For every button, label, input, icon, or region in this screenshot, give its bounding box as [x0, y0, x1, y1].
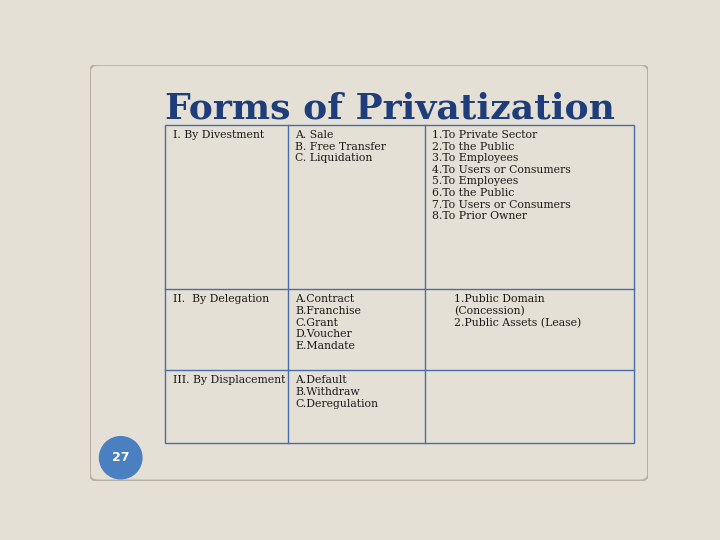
- Text: 1.To Private Sector
2.To the Public
3.To Employees
4.To Users or Consumers
5.To : 1.To Private Sector 2.To the Public 3.To…: [432, 130, 571, 221]
- Text: Forms of Privatization: Forms of Privatization: [166, 92, 616, 126]
- Text: I. By Divestment: I. By Divestment: [173, 130, 264, 140]
- Text: A. Sale
B. Free Transfer
C. Liquidation: A. Sale B. Free Transfer C. Liquidation: [295, 130, 387, 163]
- Bar: [166, 125, 634, 443]
- Text: 1.Public Domain
(Concession)
2.Public Assets (Lease): 1.Public Domain (Concession) 2.Public As…: [454, 294, 582, 328]
- FancyBboxPatch shape: [90, 65, 648, 481]
- Text: A.Contract
B.Franchise
C.Grant
D.Voucher
E.Mandate: A.Contract B.Franchise C.Grant D.Voucher…: [295, 294, 361, 350]
- Text: A.Default
B.Withdraw
C.Deregulation: A.Default B.Withdraw C.Deregulation: [295, 375, 378, 409]
- Ellipse shape: [99, 437, 142, 479]
- Text: III. By Displacement: III. By Displacement: [173, 375, 285, 386]
- Text: II.  By Delegation: II. By Delegation: [173, 294, 269, 305]
- Text: 27: 27: [112, 451, 130, 464]
